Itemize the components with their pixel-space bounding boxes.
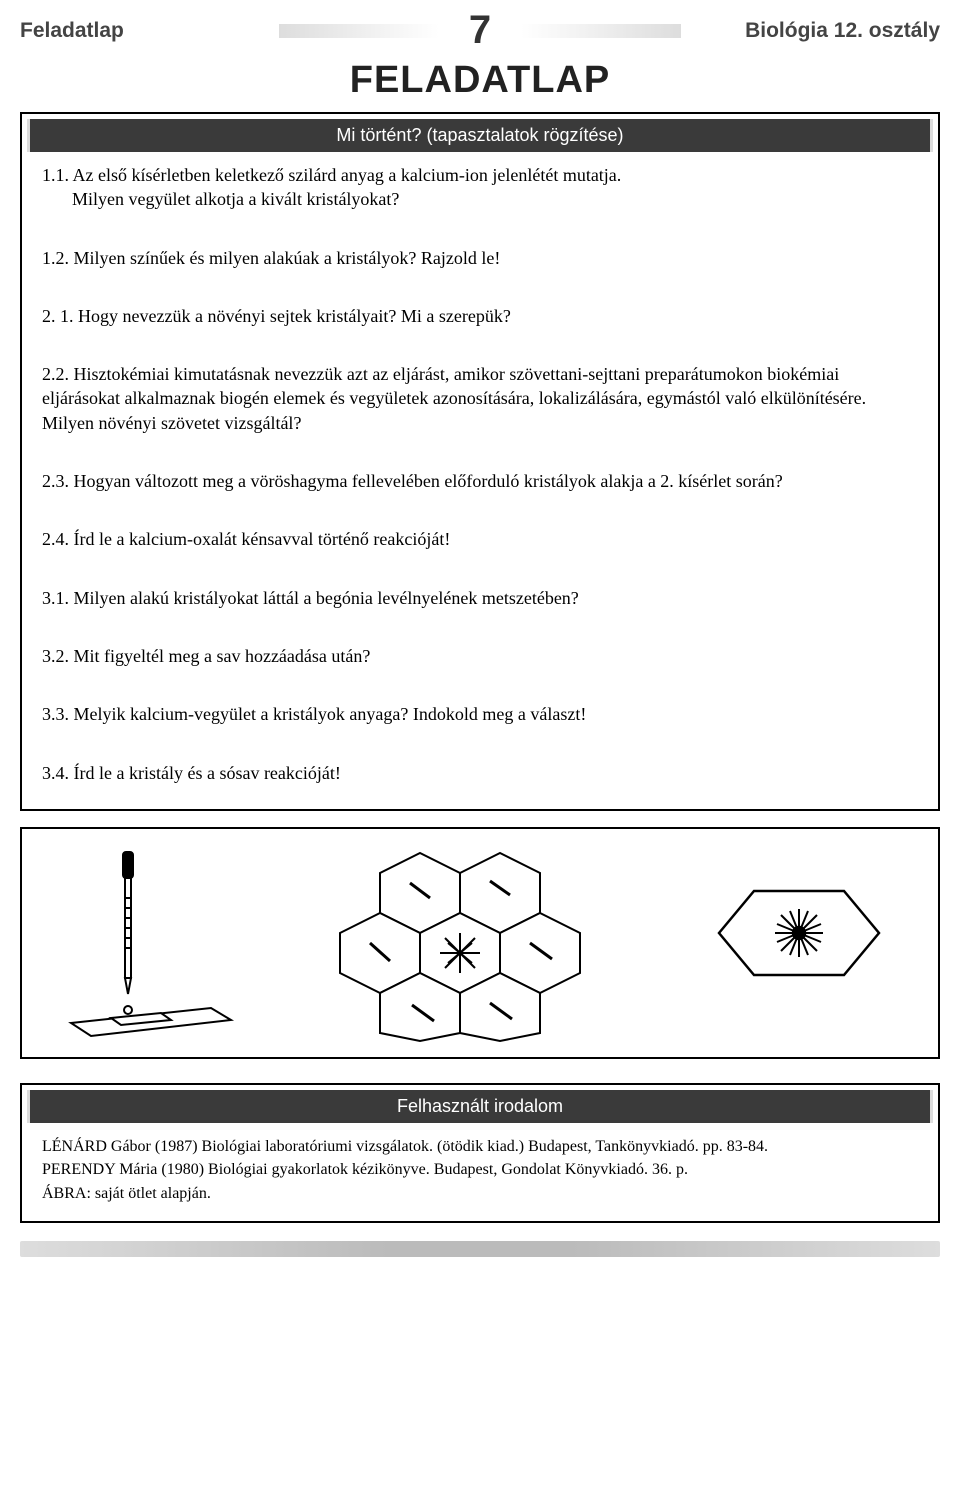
question-number: 2.2. — [42, 364, 69, 384]
question-number: 2.4. — [42, 529, 69, 549]
question-item: 2.2. Hisztokémiai kimutatásnak nevezzük … — [42, 362, 918, 435]
question-number: 3.3. — [42, 704, 69, 724]
section-bar-observations: Mi történt? (tapasztalatok rögzítése) — [27, 119, 933, 152]
question-item: 2.4. Írd le a kalcium-oxalát kénsavval t… — [42, 527, 918, 551]
question-text: Hisztokémiai kimutatásnak nevezzük azt a… — [42, 364, 866, 433]
header-gradient-right — [521, 24, 681, 38]
question-text: Írd le a kristály és a sósav reakcióját! — [74, 763, 341, 783]
question-item: 3.3. Melyik kalcium-vegyület a kristályo… — [42, 702, 918, 726]
question-text: Melyik kalcium-vegyület a kristályok any… — [74, 704, 587, 724]
druse-cell-icon — [699, 873, 899, 1013]
question-item: 1.2. Milyen színűek és milyen alakúak a … — [42, 246, 918, 270]
question-number: 2.3. — [42, 471, 69, 491]
question-text: Írd le a kalcium-oxalát kénsavval történ… — [74, 529, 451, 549]
page-header: Feladatlap 7 Biológia 12. osztály — [0, 0, 960, 57]
question-subtext: Milyen vegyület alkotja a kivált kristál… — [42, 187, 918, 211]
header-left-label: Feladatlap — [20, 19, 279, 43]
question-item: 2. 1. Hogy nevezzük a növényi sejtek kri… — [42, 304, 918, 328]
question-text: Hogyan változott meg a vöröshagyma felle… — [74, 471, 783, 491]
header-gradient-left — [279, 24, 439, 38]
bibliography-entry: PERENDY Mária (1980) Biológiai gyakorlat… — [42, 1159, 918, 1181]
question-text: Mit figyeltél meg a sav hozzáadása után? — [74, 646, 371, 666]
section-bar-bibliography: Felhasznált irodalom — [27, 1090, 933, 1123]
question-item: 3.2. Mit figyeltél meg a sav hozzáadása … — [42, 644, 918, 668]
question-text: Hogy nevezzük a növényi sejtek kristálya… — [78, 306, 511, 326]
question-item: 1.1. Az első kísérletben keletkező szilá… — [42, 163, 918, 212]
question-number: 2. 1. — [42, 306, 74, 326]
footer-gradient-bar — [20, 1241, 940, 1257]
bibliography-box: Felhasznált irodalom LÉNÁRD Gábor (1987)… — [20, 1083, 940, 1223]
question-number: 1.2. — [42, 248, 69, 268]
question-number: 3.2. — [42, 646, 69, 666]
question-number: 3.4. — [42, 763, 69, 783]
question-text: Milyen színűek és milyen alakúak a krist… — [74, 248, 501, 268]
header-right-label: Biológia 12. osztály — [681, 19, 940, 43]
illustration-box — [20, 827, 940, 1059]
question-text: Az első kísérletben keletkező szilárd an… — [73, 165, 622, 185]
bibliography-entry: LÉNÁRD Gábor (1987) Biológiai laboratóri… — [42, 1136, 918, 1158]
page-number: 7 — [449, 8, 511, 53]
bibliography-entry: ÁBRA: saját ötlet alapján. — [42, 1183, 918, 1205]
question-list: 1.1. Az első kísérletben keletkező szilá… — [22, 157, 938, 809]
bibliography-list: LÉNÁRD Gábor (1987) Biológiai laboratóri… — [22, 1128, 938, 1221]
question-item: 3.4. Írd le a kristály és a sósav reakci… — [42, 761, 918, 785]
question-number: 1.1. — [42, 165, 69, 185]
question-item: 2.3. Hogyan változott meg a vöröshagyma … — [42, 469, 918, 493]
questions-box: Mi történt? (tapasztalatok rögzítése) 1.… — [20, 112, 940, 811]
question-text: Milyen alakú kristályokat láttál a begón… — [74, 588, 579, 608]
honeycomb-cells-icon — [290, 843, 650, 1043]
dropper-slide-icon — [61, 848, 241, 1038]
question-item: 3.1. Milyen alakú kristályokat láttál a … — [42, 586, 918, 610]
question-number: 3.1. — [42, 588, 69, 608]
main-title: FELADATLAP — [0, 59, 960, 102]
